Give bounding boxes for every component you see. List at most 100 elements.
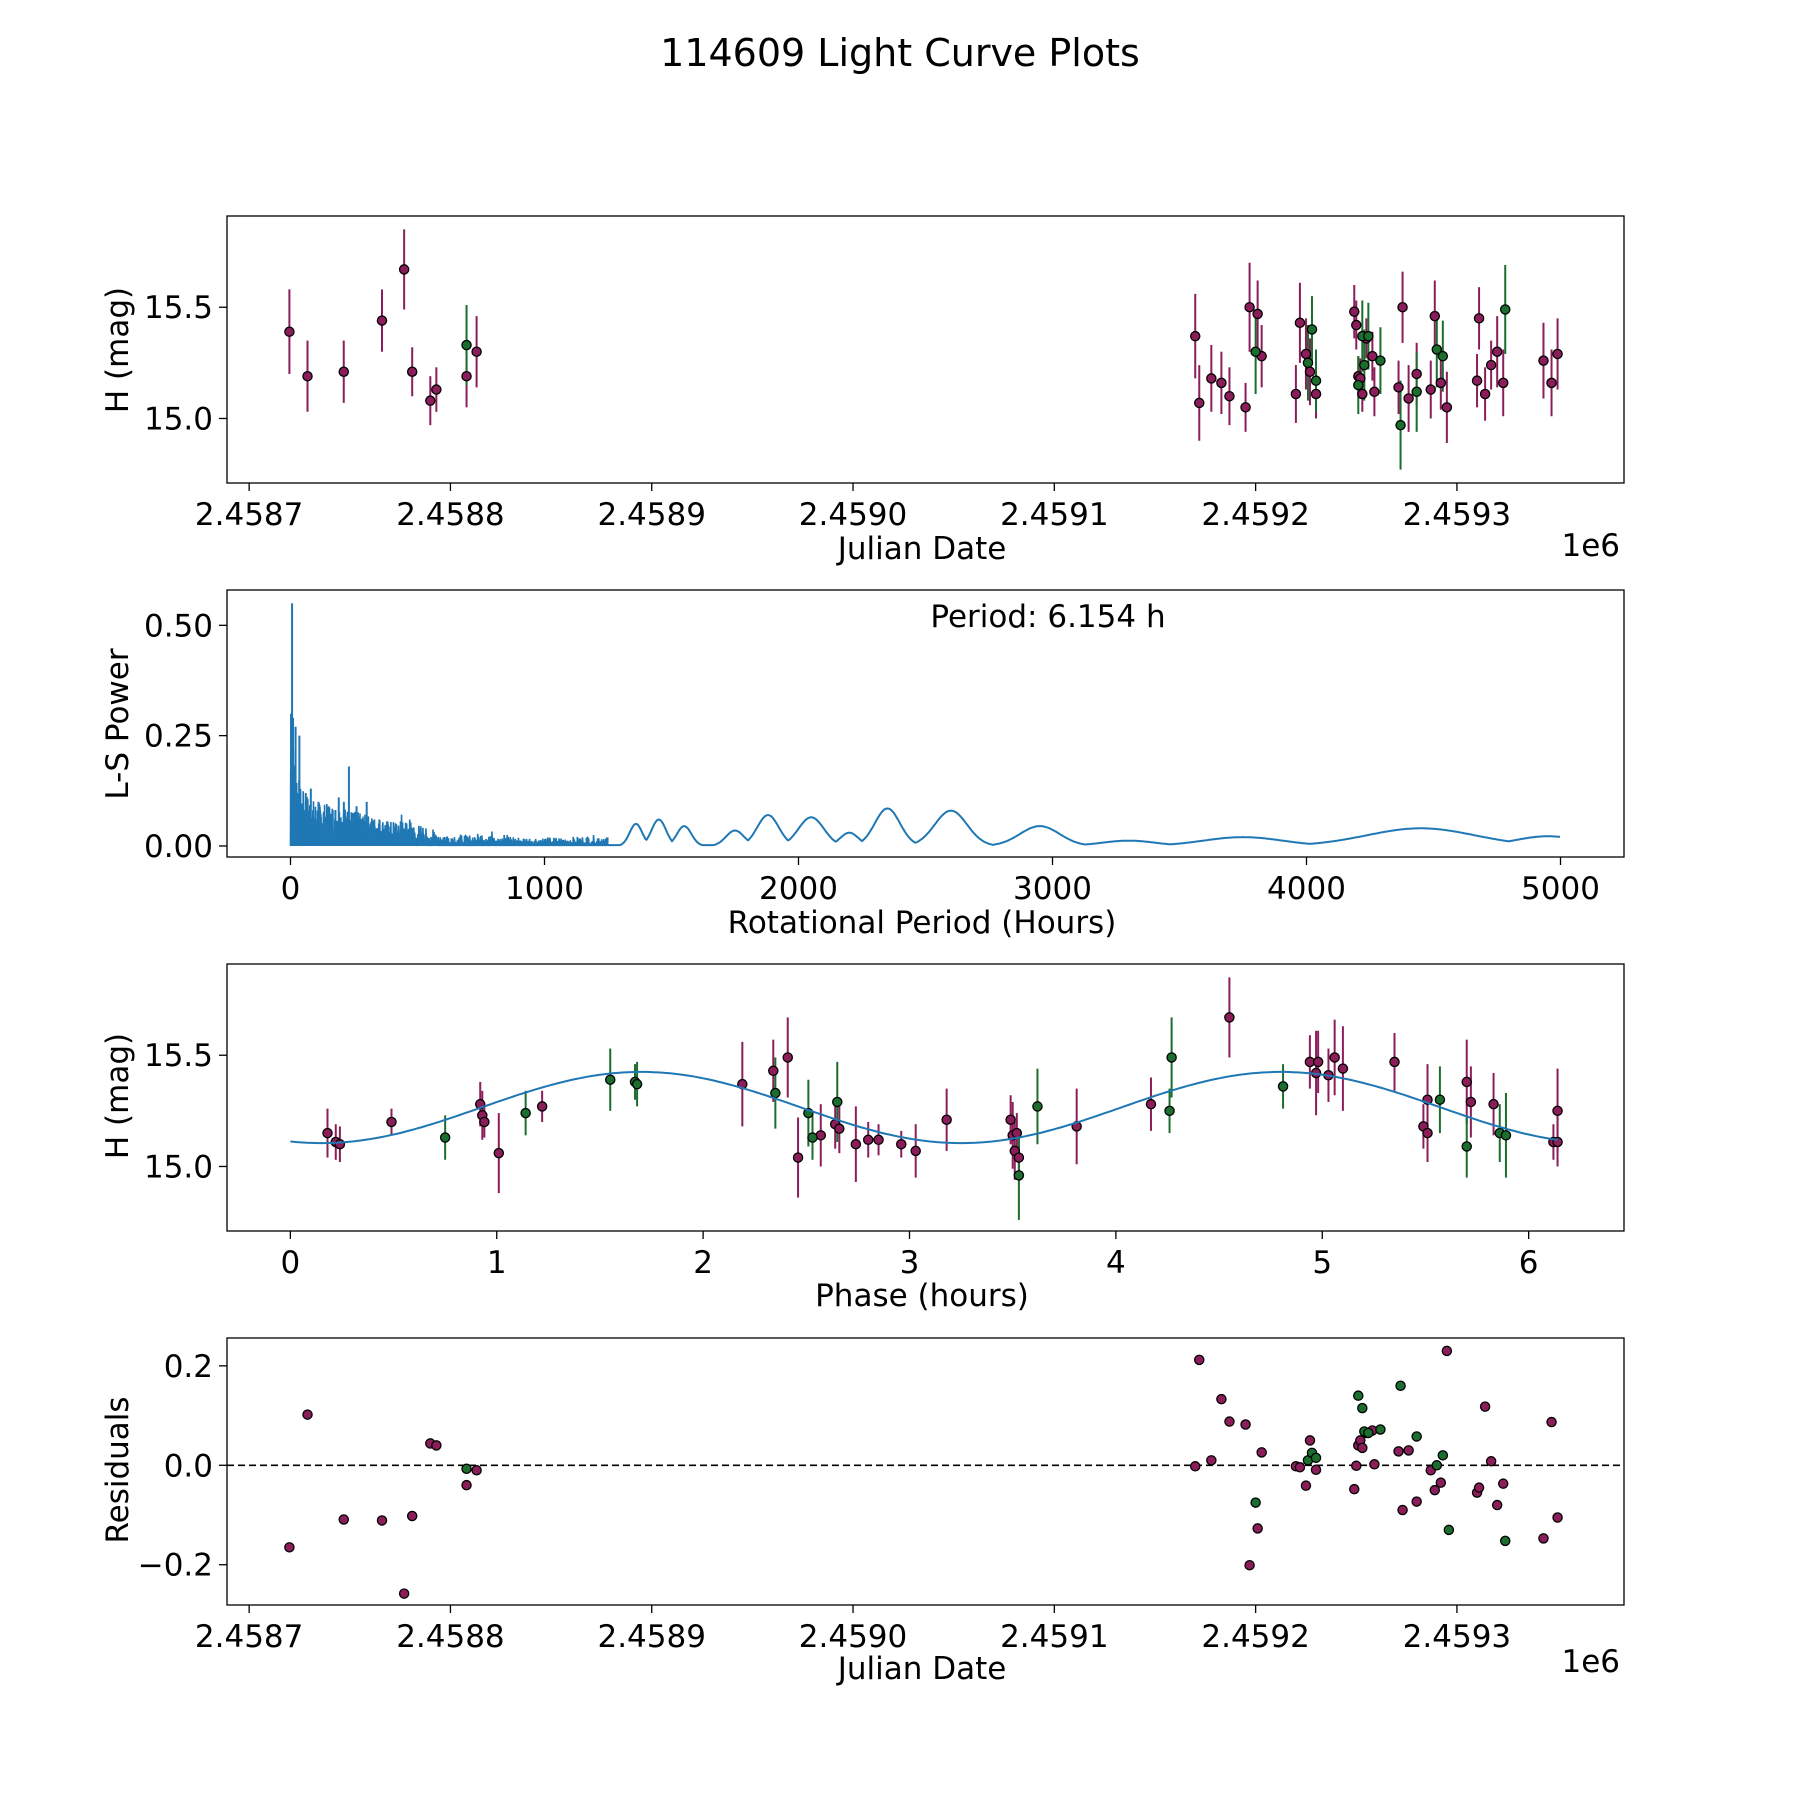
- phased-magenta-point: [941, 1114, 952, 1126]
- residuals-green-point: [1437, 1450, 1449, 1461]
- light-curve-magenta-point: [1304, 366, 1316, 377]
- light-curve-magenta-point: [1367, 350, 1378, 362]
- residuals-magenta-point: [431, 1440, 442, 1451]
- residuals-xtick-label: 2.4590: [799, 1619, 907, 1655]
- residuals-magenta-point: [1206, 1455, 1217, 1466]
- light-curve-ytick-label: 15.0: [144, 401, 213, 437]
- residuals-panel: Julian Date Residuals 1e6 2.4587 2.4588 2.…: [100, 1337, 1625, 1687]
- residuals-ylabel: Residuals: [100, 1396, 136, 1543]
- phased-green-point: [807, 1132, 818, 1143]
- light-curve-ylabel: H (mag): [100, 287, 136, 413]
- phased-green-point: [770, 1087, 781, 1099]
- phased-magenta-point: [1465, 1096, 1477, 1108]
- residuals-magenta-point: [1546, 1416, 1557, 1428]
- residuals-green-point: [1310, 1452, 1322, 1464]
- residuals-plot-frame: [226, 1337, 1625, 1606]
- residuals-magenta-point: [376, 1515, 388, 1526]
- phased-green-point: [605, 1074, 616, 1085]
- light-curve-green-point: [1375, 355, 1386, 366]
- residuals-magenta-point: [1304, 1435, 1316, 1446]
- light-curve-magenta-point: [1411, 368, 1422, 380]
- periodogram-xtick-label: 3000: [1013, 871, 1092, 907]
- light-curve-green-point: [1310, 375, 1322, 386]
- light-curve-magenta-point: [1240, 402, 1251, 413]
- residuals-magenta-point: [1252, 1523, 1263, 1534]
- periodogram-xlabel: Rotational Period (Hours): [728, 905, 1117, 941]
- residuals-magenta-point: [1435, 1477, 1447, 1488]
- residuals-magenta-point: [1497, 1478, 1509, 1489]
- residuals-magenta-point: [1256, 1447, 1267, 1458]
- residuals-green-point: [1395, 1380, 1406, 1391]
- residuals-xtick-label: 2.4592: [1201, 1619, 1309, 1655]
- phased-magenta-point: [322, 1127, 333, 1139]
- phased-xlabel: Phase (hours): [815, 1278, 1029, 1314]
- light-curve-xtick-label: 2.4587: [195, 497, 303, 533]
- light-curve-xlabel: Julian Date: [836, 531, 1007, 567]
- phased-green-point: [1013, 1170, 1025, 1181]
- residuals-magenta-point: [1393, 1446, 1404, 1457]
- phased-magenta-point: [873, 1134, 884, 1146]
- light-curve-magenta-point: [1397, 301, 1408, 313]
- phased-xtick-label: 0: [280, 1245, 300, 1281]
- light-curve-magenta-point: [461, 370, 472, 382]
- light-curve-green-point: [1395, 419, 1406, 431]
- light-curve-magenta-point: [1244, 301, 1255, 313]
- periodogram-smooth-line: [608, 807, 1561, 847]
- residuals-xtick-label: 2.4593: [1403, 1619, 1511, 1655]
- residuals-green-point: [461, 1463, 472, 1475]
- light-curve-ytick-label: 15.5: [144, 290, 213, 326]
- light-curve-green-point: [1411, 386, 1422, 398]
- phased-magenta-point: [1013, 1152, 1025, 1163]
- phased-magenta-point: [1422, 1127, 1433, 1139]
- phased-green-point: [631, 1078, 643, 1090]
- light-curve-magenta-point: [1369, 386, 1380, 398]
- light-curve-magenta-point: [406, 366, 418, 377]
- phased-magenta-point: [386, 1116, 397, 1128]
- light-curve-magenta-point: [1290, 388, 1302, 400]
- phased-green-point: [1434, 1094, 1446, 1105]
- residuals-magenta-point: [1294, 1462, 1306, 1473]
- phased-magenta-point: [1005, 1114, 1016, 1126]
- phased-green-point: [520, 1107, 531, 1119]
- residuals-magenta-point: [1244, 1559, 1255, 1571]
- phased-magenta-point: [1461, 1076, 1472, 1088]
- residuals-green-point: [1411, 1431, 1422, 1442]
- phased-magenta-point: [896, 1138, 907, 1150]
- residuals-magenta-point: [284, 1542, 295, 1553]
- phased-magenta-point: [834, 1123, 845, 1134]
- light-curve-magenta-point: [1473, 313, 1485, 324]
- light-curve-green-point: [1359, 359, 1370, 371]
- periodogram-ytick-label: 0.25: [144, 719, 213, 755]
- light-curve-magenta-point: [1252, 308, 1263, 320]
- residuals-green-point: [1375, 1424, 1386, 1435]
- phased-model-curve: [290, 1070, 1558, 1145]
- light-curve-plot-frame: [226, 215, 1625, 484]
- phased-xtick-label: 1: [487, 1245, 507, 1281]
- light-curve-magenta-point: [1349, 306, 1360, 317]
- residuals-green-point: [1443, 1524, 1455, 1536]
- residuals-magenta-point: [1240, 1419, 1251, 1430]
- residuals-magenta-point: [1310, 1464, 1322, 1476]
- periodogram-xtick-label: 4000: [1267, 871, 1346, 907]
- phased-magenta-point: [792, 1152, 804, 1163]
- light-curve-offset-label: 1e6: [1561, 528, 1620, 564]
- period-annotation: Period: 6.154 h: [930, 599, 1165, 635]
- light-curve-green-point: [1363, 330, 1374, 342]
- phased-ytick-label: 15.0: [144, 1149, 213, 1185]
- residuals-magenta-point: [1351, 1460, 1362, 1472]
- light-curve-magenta-point: [471, 346, 482, 357]
- phased-green-point: [1277, 1081, 1289, 1092]
- residuals-magenta-point: [1369, 1459, 1380, 1470]
- residuals-magenta-point: [398, 1588, 410, 1599]
- residuals-magenta-point: [1491, 1499, 1503, 1511]
- light-curve-xtick-label: 2.4588: [396, 497, 504, 533]
- residuals-xtick-label: 2.4588: [396, 1619, 504, 1655]
- phased-magenta-point: [1337, 1063, 1349, 1074]
- phased-magenta-point: [1312, 1056, 1324, 1068]
- light-curve-magenta-point: [1403, 393, 1414, 404]
- light-curve-magenta-point: [1216, 377, 1227, 389]
- phased-magenta-point: [768, 1065, 779, 1077]
- light-curve-magenta-point: [398, 264, 410, 275]
